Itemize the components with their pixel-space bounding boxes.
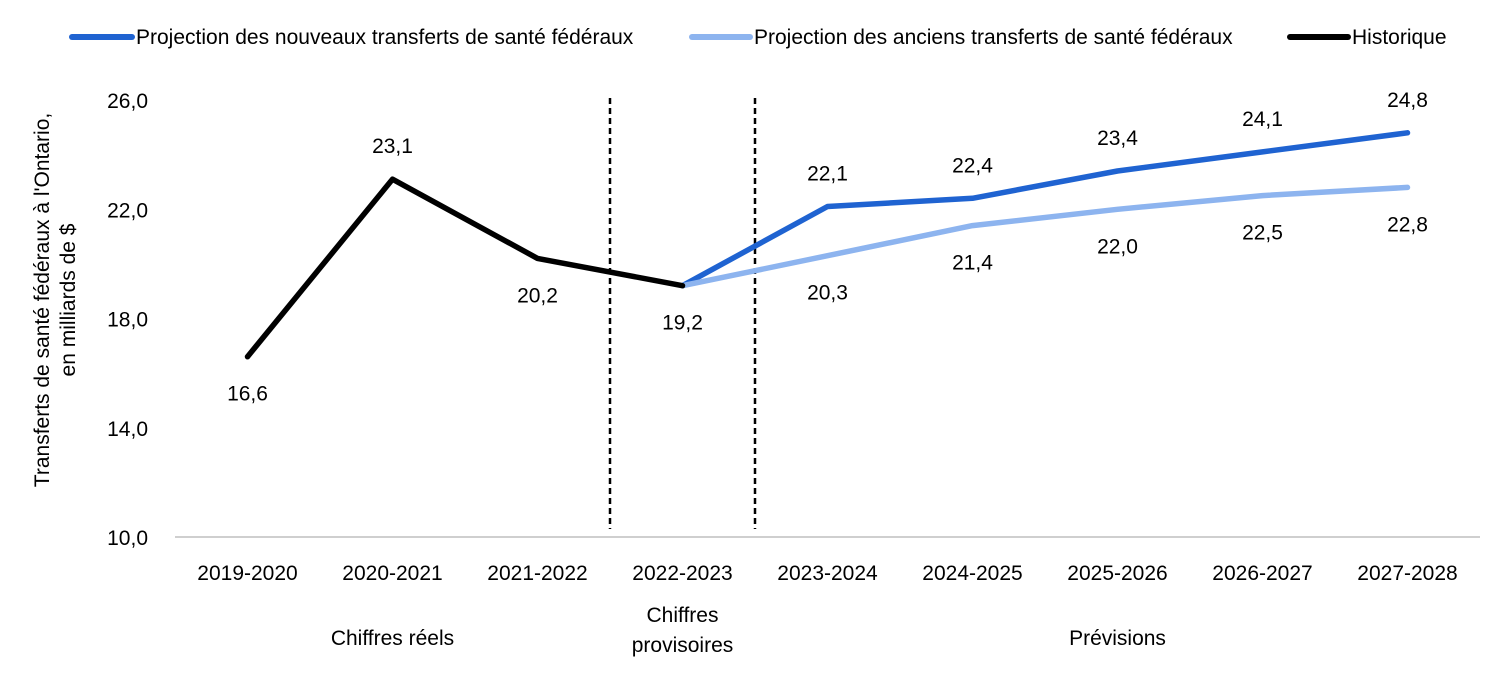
period-label-0: Chiffres réels	[331, 627, 454, 650]
data-label: 22,0	[1097, 235, 1138, 258]
data-labels: 22,1 22,4 23,4 24,1 24,8 20,3 21,4 22,0 22,5 22,8…	[227, 89, 1428, 406]
data-label: 24,1	[1242, 108, 1283, 131]
x-tick-label: 2026-2027	[1212, 562, 1312, 585]
legend: Projection des nouveaux transferts de sa…	[69, 26, 1447, 49]
x-tick-label: 2022-2023	[632, 562, 732, 585]
y-tick-label: 14,0	[107, 418, 148, 441]
data-label: 22,4	[952, 154, 993, 177]
period-dividers	[608, 98, 757, 529]
y-axis-ticks: 10,0 14,0 18,0 22,0 26,0	[107, 90, 148, 550]
legend-label-1: Projection des anciens transferts de san…	[754, 26, 1233, 49]
x-tick-label: 2020-2021	[342, 562, 442, 585]
x-tick-label: 2019-2020	[197, 562, 297, 585]
period-label-1: Chiffres	[647, 604, 719, 627]
data-label: 16,6	[227, 383, 268, 406]
y-tick-label: 26,0	[107, 90, 148, 113]
x-tick-label: 2023-2024	[777, 562, 878, 585]
y-axis-title: Transferts de santé fédéraux à l'Ontario…	[31, 113, 80, 487]
y-axis-label: Transferts de santé fédéraux à l'Ontario…	[31, 113, 80, 487]
legend-label-2: Historique	[1352, 26, 1447, 49]
data-label: 23,1	[372, 135, 413, 158]
period-label-1: provisoires	[632, 634, 734, 657]
data-label: 22,8	[1387, 213, 1428, 236]
x-tick-label: 2024-2025	[922, 562, 1022, 585]
series-lines	[244, 130, 1411, 360]
data-label: 22,5	[1242, 222, 1283, 245]
data-label: 20,2	[517, 284, 558, 307]
data-label: 21,4	[952, 252, 993, 275]
data-label: 20,3	[807, 282, 848, 305]
period-labels: Chiffres réels Chiffres provisoires Prévisi…	[331, 604, 1166, 657]
data-label: 19,2	[662, 312, 703, 335]
legend-label-0: Projection des nouveaux transferts de sa…	[136, 26, 634, 49]
series-line-1	[679, 184, 1411, 289]
y-tick-label: 18,0	[107, 309, 148, 332]
y-tick-label: 22,0	[107, 199, 148, 222]
y-axis-label-line-0: Transferts de santé fédéraux à l'Ontario…	[31, 113, 54, 487]
y-tick-label: 10,0	[107, 527, 148, 550]
series-line-2	[244, 176, 686, 360]
data-label: 23,4	[1097, 127, 1138, 150]
data-label: 22,1	[807, 163, 848, 186]
period-label-2: Prévisions	[1069, 627, 1166, 650]
data-label: 24,8	[1387, 89, 1428, 112]
y-axis-label-line-1: en milliards de $	[57, 223, 80, 376]
x-tick-label: 2027-2028	[1357, 562, 1457, 585]
x-axis-ticks: 2019-2020 2020-2021 2021-2022 2022-2023 2023…	[197, 562, 1457, 585]
x-tick-label: 2025-2026	[1067, 562, 1167, 585]
series-line-0	[679, 130, 1411, 289]
x-tick-label: 2021-2022	[487, 562, 587, 585]
